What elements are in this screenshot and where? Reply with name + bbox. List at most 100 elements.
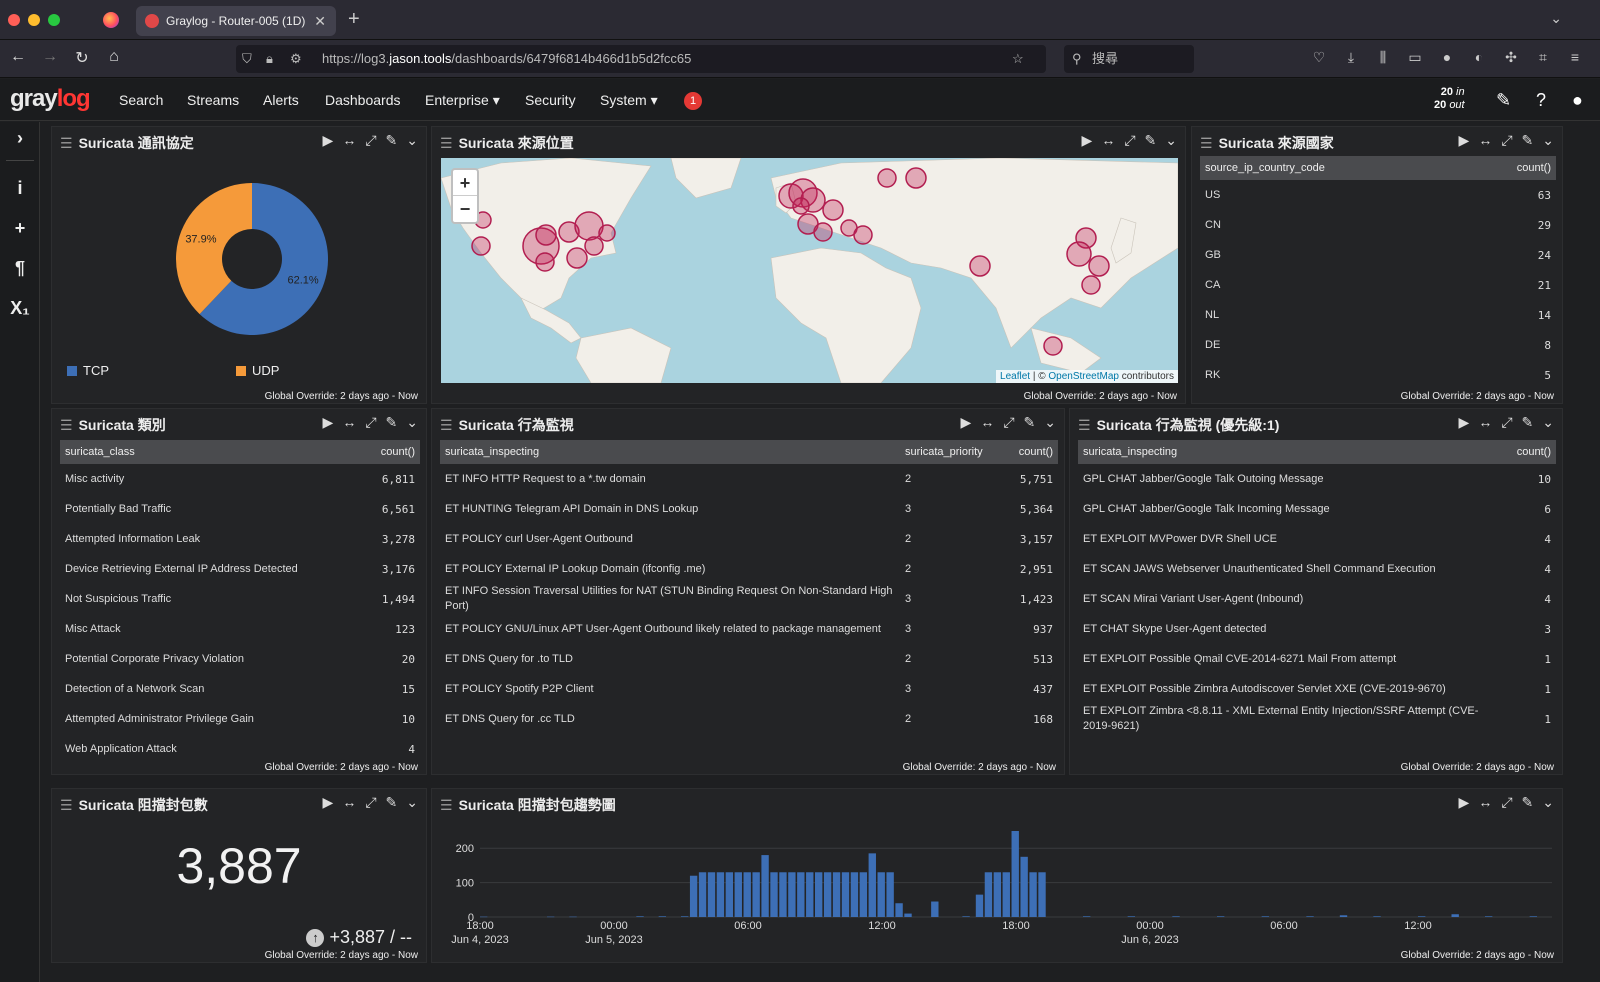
edit-widget-icon[interactable]: ✎: [385, 794, 398, 810]
trend-bar[interactable]: [734, 872, 742, 917]
play-icon[interactable]: ▶: [322, 132, 334, 148]
nav-enterprise[interactable]: Enterprise ▾: [425, 92, 500, 108]
trend-bar[interactable]: [689, 875, 698, 917]
widget-title[interactable]: ☰ Suricata 來源國家: [1200, 133, 1334, 153]
trend-bar[interactable]: [993, 872, 1002, 917]
table-row[interactable]: Potential Corporate Privacy Violation 20: [60, 644, 420, 674]
notification-badge[interactable]: 1: [684, 92, 702, 110]
trend-bar[interactable]: [1373, 916, 1381, 917]
trend-bar[interactable]: [1261, 916, 1270, 917]
trend-bar[interactable]: [761, 855, 769, 917]
trend-bar[interactable]: [806, 872, 814, 917]
osm-link[interactable]: OpenStreetMap: [1048, 371, 1119, 382]
chevron-down-icon[interactable]: ⌄: [406, 132, 418, 148]
bookmark-star-icon[interactable]: ☆: [1012, 51, 1024, 66]
zoom-in-button[interactable]: +: [453, 170, 477, 196]
map-marker[interactable]: [853, 225, 873, 245]
trend-bar[interactable]: [886, 872, 894, 917]
trend-bar[interactable]: [636, 916, 644, 917]
pie-slice-udp[interactable]: [176, 183, 252, 315]
trend-bar[interactable]: [658, 916, 667, 917]
table-row[interactable]: Misc activity 6,811: [60, 464, 420, 494]
expand-horizontal-icon[interactable]: ↔: [342, 414, 357, 430]
nav-security[interactable]: Security: [525, 92, 576, 108]
trend-bar[interactable]: [480, 916, 488, 918]
map-marker[interactable]: [792, 197, 810, 215]
edit-icon[interactable]: ✎: [1496, 90, 1512, 110]
home-icon[interactable]: ⌂: [109, 48, 119, 65]
play-icon[interactable]: ▶: [1458, 794, 1470, 810]
table-row[interactable]: ET CHAT Skype User-Agent detected 3: [1078, 614, 1556, 644]
trend-bar[interactable]: [895, 903, 903, 917]
edit-widget-icon[interactable]: ✎: [1521, 414, 1534, 430]
edit-widget-icon[interactable]: ✎: [1521, 794, 1534, 810]
crop-icon[interactable]: ⌗: [1539, 49, 1547, 65]
trend-bar[interactable]: [975, 894, 984, 917]
col-suricata-class[interactable]: suricata_class: [60, 440, 365, 464]
add-widget-icon[interactable]: +: [14, 218, 26, 238]
table-row[interactable]: GB 24: [1200, 240, 1556, 270]
trend-bar[interactable]: [725, 872, 734, 917]
nav-streams[interactable]: Streams: [187, 92, 240, 108]
table-row[interactable]: ET HUNTING Telegram API Domain in DNS Lo…: [440, 494, 1058, 524]
trend-bar[interactable]: [1339, 915, 1348, 917]
expand-horizontal-icon[interactable]: ↔: [342, 794, 357, 810]
list-tabs-chevron-icon[interactable]: ⌄: [1550, 10, 1562, 26]
col-count[interactable]: count(): [1465, 156, 1556, 180]
map-marker[interactable]: [877, 168, 897, 188]
trend-bar[interactable]: [716, 872, 725, 917]
zoom-out-button[interactable]: −: [459, 199, 471, 219]
table-row[interactable]: ET INFO HTTP Request to a *.tw domain 2 5,…: [440, 464, 1058, 494]
map-marker[interactable]: [598, 224, 616, 242]
trend-bar[interactable]: [962, 916, 970, 917]
expand-horizontal-icon[interactable]: ↔: [1478, 132, 1493, 148]
trend-bar[interactable]: [770, 872, 778, 917]
chevron-down-icon[interactable]: ⌄: [406, 794, 418, 810]
trend-bar[interactable]: [1038, 872, 1046, 917]
trend-bar[interactable]: [1217, 916, 1225, 917]
widget-title[interactable]: ☰ Suricata 阻擋封包數: [60, 795, 208, 815]
map-marker[interactable]: [535, 224, 557, 246]
widget-title[interactable]: ☰ Suricata 行為監視: [440, 415, 574, 435]
table-row[interactable]: GPL CHAT Jabber/Google Talk Incoming Mes…: [1078, 494, 1556, 524]
col-suricata-priority[interactable]: suricata_priority: [900, 440, 992, 464]
table-row[interactable]: Device Retrieving External IP Address De…: [60, 554, 420, 584]
trend-bar[interactable]: [823, 872, 832, 917]
trend-bar[interactable]: [1020, 856, 1028, 917]
trend-bar[interactable]: [1485, 916, 1493, 917]
chevron-down-icon[interactable]: ⌄: [1044, 414, 1056, 430]
info-icon[interactable]: i: [17, 178, 23, 198]
table-row[interactable]: Misc Attack 123: [60, 614, 420, 644]
world-map[interactable]: + − Leaflet | © OpenStreetMap contributo…: [441, 158, 1178, 383]
col-count[interactable]: count(): [1496, 440, 1556, 464]
library-icon[interactable]: ⫼: [1379, 49, 1387, 65]
sidebar-toggle-icon[interactable]: ▭: [1408, 49, 1422, 65]
col-suricata-inspecting[interactable]: suricata_inspecting: [1078, 440, 1496, 464]
map-marker[interactable]: [558, 221, 580, 243]
table-row[interactable]: Not Suspicious Traffic 1,494: [60, 584, 420, 614]
edit-widget-icon[interactable]: ✎: [1521, 132, 1534, 148]
throughput-indicator[interactable]: 20 in 20 out: [1434, 86, 1465, 112]
map-marker[interactable]: [1088, 255, 1110, 277]
table-row[interactable]: ET EXPLOIT MVPower DVR Shell UCE 4: [1078, 524, 1556, 554]
play-icon[interactable]: ▶: [322, 794, 334, 810]
table-row[interactable]: ET POLICY External IP Lookup Domain (ifc…: [440, 554, 1058, 584]
table-row[interactable]: CA 21: [1200, 270, 1556, 300]
map-marker[interactable]: [905, 167, 927, 189]
trend-bar[interactable]: [1083, 916, 1091, 917]
permissions-icon[interactable]: ⚙: [290, 51, 302, 66]
widget-title[interactable]: ☰ Suricata 阻擋封包趨勢圖: [440, 795, 616, 815]
table-row[interactable]: US 63: [1200, 180, 1556, 210]
drag-handle-icon[interactable]: ☰: [1078, 417, 1091, 433]
trend-bar[interactable]: [788, 872, 796, 917]
table-row[interactable]: CN 29: [1200, 210, 1556, 240]
nav-search[interactable]: Search: [119, 92, 164, 108]
trend-bar[interactable]: [1306, 916, 1314, 917]
expand-horizontal-icon[interactable]: ↔: [980, 414, 995, 430]
trend-bar[interactable]: [841, 872, 850, 917]
table-row[interactable]: ET INFO Session Traversal Utilities for …: [440, 584, 1058, 614]
new-tab-button[interactable]: +: [348, 8, 360, 30]
expand-sidebar-icon[interactable]: ›: [17, 128, 23, 148]
inspect-table-wrap[interactable]: suricata_inspecting suricata_priority coun…: [440, 440, 1058, 760]
trend-bar[interactable]: [681, 916, 689, 917]
